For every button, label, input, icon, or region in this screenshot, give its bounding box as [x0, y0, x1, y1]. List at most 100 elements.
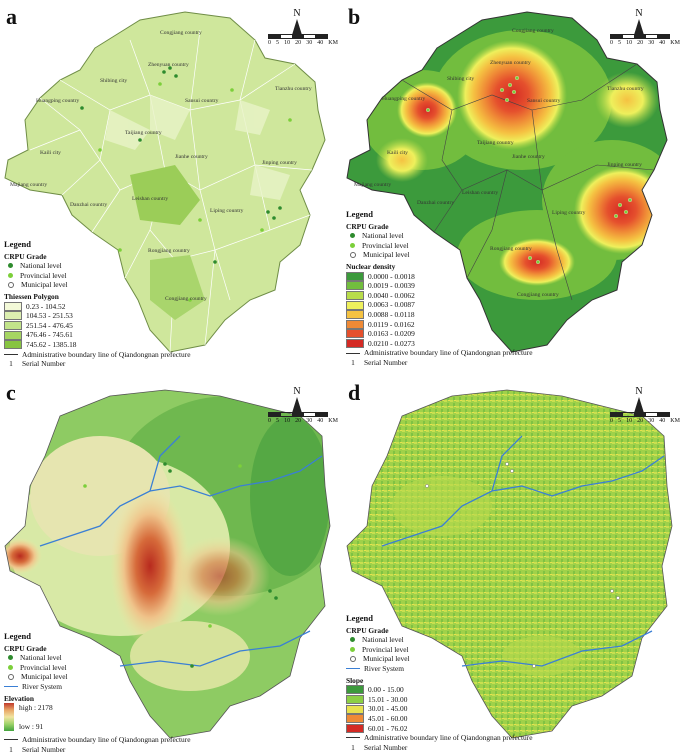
- legend-municipal: Municipal level: [363, 250, 410, 260]
- class-swatch: [346, 704, 364, 714]
- panel-d-label: d: [348, 380, 361, 405]
- municipal-dot-icon: [8, 674, 14, 681]
- north-letter: N: [293, 386, 301, 397]
- place-kaili: Kaili city: [40, 150, 61, 156]
- legend-boundary: Administrative boundary line of Qiandong…: [364, 733, 533, 743]
- place-congjiang-south: Congjiang country: [517, 292, 559, 298]
- legend-boundary: Administrative boundary line of Qiandong…: [22, 735, 191, 745]
- map-c: [4, 389, 331, 739]
- legend-serial: Serial Number: [22, 744, 66, 752]
- class-label: 60.01 - 76.02: [368, 723, 408, 733]
- elevation-low: low : 91: [19, 721, 44, 731]
- crpu-grade-heading: CRPU Grade: [346, 221, 389, 231]
- serial-symbol: 1: [351, 357, 355, 367]
- legend-municipal: Municipal level: [363, 654, 410, 664]
- class-label: 0.0119 - 0.0162: [368, 319, 415, 329]
- legend-title: Legend: [346, 209, 373, 219]
- legend-national: National level: [20, 261, 62, 271]
- legend-d: Legend CRPU Grade National level Provinc…: [346, 613, 533, 752]
- class-label: 0.0040 - 0.0062: [368, 290, 415, 300]
- crpu-grade-heading: CRPU Grade: [346, 625, 389, 635]
- class-swatch: [346, 695, 364, 705]
- legend-a: Legend CRPU Grade National level Provinc…: [4, 239, 191, 369]
- place-majiang: Majiang country: [354, 182, 392, 188]
- legend-national: National level: [20, 653, 62, 663]
- map-a: [4, 11, 326, 353]
- scale-bar: 0 5 10 20 30 40 KM: [610, 412, 680, 424]
- place-jinping: Jinping country: [607, 162, 642, 168]
- panel-c-label: c: [6, 380, 16, 405]
- elevation-ramp: [4, 703, 14, 732]
- class-swatch: [4, 330, 22, 340]
- north-letter: N: [293, 8, 301, 19]
- panel-b-density-map: b N 0 5 10 20 30 40 KM Congjiang country Zheny…: [342, 0, 684, 376]
- class-label: 0.23 - 104.52: [26, 301, 66, 311]
- place-leishan: Leishan country: [132, 196, 169, 202]
- class-label: 0.00 - 15.00: [368, 685, 404, 695]
- place-tianzhu: Tianzhu country: [275, 86, 312, 92]
- place-shibing: Shibing city: [447, 76, 475, 82]
- class-label: 0.0088 - 0.0118: [368, 309, 415, 319]
- north-arrow-icon: N: [287, 8, 307, 35]
- legend-provincial: Provincial level: [20, 270, 67, 280]
- panel-c-elevation-map: c N 0 5 10 20 30 40 KM Legend CRPU Grade Natio…: [0, 376, 342, 752]
- legend-river: River System: [364, 663, 405, 673]
- class-swatch: [346, 271, 364, 281]
- serial-symbol: 1: [9, 744, 13, 752]
- class-swatch: [4, 311, 22, 321]
- place-liping: Liping country: [552, 210, 586, 216]
- boundary-line-icon: [346, 737, 360, 739]
- place-shibing: Shibing city: [100, 78, 128, 84]
- class-swatch: [346, 291, 364, 301]
- boundary-line-icon: [4, 739, 18, 741]
- legend-title: Legend: [346, 613, 373, 623]
- municipal-dot-icon: [350, 656, 356, 663]
- class-swatch: [346, 300, 364, 310]
- river-line-icon: [346, 668, 360, 670]
- class-label: 0.0163 - 0.0209: [368, 329, 415, 339]
- legend-national: National level: [362, 635, 404, 645]
- national-dot-icon: [350, 637, 355, 643]
- provincial-dot-icon: [350, 243, 355, 249]
- class-label: 745.62 - 1385.18: [26, 339, 77, 349]
- legend-municipal: Municipal level: [21, 280, 68, 290]
- place-danzhai: Danzhai country: [70, 202, 108, 208]
- municipal-dot-icon: [350, 252, 356, 259]
- legend-title: Legend: [4, 631, 31, 641]
- provincial-dot-icon: [8, 665, 13, 671]
- crpu-grade-heading: CRPU Grade: [4, 643, 47, 653]
- class-label: 0.0210 - 0.0273: [368, 338, 415, 348]
- legend-municipal: Municipal level: [21, 672, 68, 682]
- north-arrow-icon: N: [629, 8, 649, 35]
- class-swatch: [4, 301, 22, 311]
- legend-boundary: Administrative boundary line of Qiandong…: [364, 348, 533, 358]
- crpu-grade-heading: CRPU Grade: [4, 251, 47, 261]
- place-rongjiang: Rongjiang country: [490, 246, 532, 252]
- class-swatch: [346, 723, 364, 733]
- legend-serial: Serial Number: [22, 359, 66, 369]
- elevation-heading: Elevation: [4, 693, 34, 703]
- class-swatch: [346, 281, 364, 291]
- place-zhenyuan: Zhenyuan country: [490, 60, 531, 66]
- class-label: 0.0000 - 0.0018: [368, 271, 415, 281]
- legend-provincial: Provincial level: [20, 662, 67, 672]
- place-rongjiang: Rongjiang country: [148, 248, 190, 254]
- serial-symbol: 1: [351, 742, 355, 752]
- panel-a-thiessen-map: a N 0 5 10 20 30 40 KM Congjiang country Zheny…: [0, 0, 342, 376]
- scale-bar: 0 5 10 20 30 40 KM: [268, 34, 338, 46]
- boundary-line-icon: [4, 353, 18, 355]
- place-danzhai: Danzhai country: [417, 200, 455, 206]
- river-line-icon: [4, 686, 18, 688]
- class-label: 476.46 - 745.61: [26, 330, 73, 340]
- elevation-high: high : 2178: [19, 703, 53, 713]
- place-zhenyuan: Zhenyuan country: [148, 62, 189, 68]
- slope-heading: Slope: [346, 675, 364, 685]
- place-congjiang-south: Congjiang country: [165, 296, 207, 302]
- north-letter: N: [635, 8, 643, 19]
- place-congjiang: Congjiang country: [160, 30, 202, 36]
- place-leishan: Leishan country: [462, 190, 499, 196]
- place-taijiang: Taijiang country: [477, 140, 514, 146]
- serial-symbol: 1: [9, 359, 13, 369]
- panel-d-slope-map: d N 0 5 10 20 30 40 KM Legend CRPU Grade Natio…: [342, 376, 684, 752]
- provincial-dot-icon: [350, 647, 355, 653]
